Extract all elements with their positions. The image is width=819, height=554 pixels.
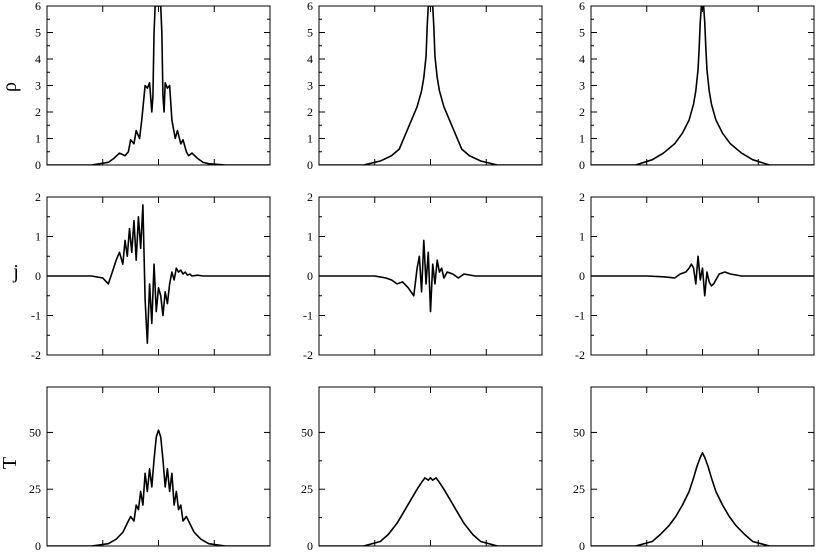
series-line-r1-c0 xyxy=(47,204,270,344)
ytick-label-r1-c2-4: 2 xyxy=(579,190,585,204)
ytick-label-r1-c2-0: -2 xyxy=(575,348,585,362)
series-line-r0-c2 xyxy=(591,6,814,165)
ytick-label-r2-c0-2: 50 xyxy=(29,425,41,439)
row-label-2: T xyxy=(0,457,21,469)
panel-frame-r0-c1 xyxy=(318,5,543,166)
ytick-label-r1-c0-0: -2 xyxy=(31,348,41,362)
series-line-r2-c1 xyxy=(319,477,542,546)
ytick-label-r0-c2-3: 3 xyxy=(579,79,585,93)
panel-frame-r2-c2 xyxy=(590,386,815,547)
series-line-r1-c1 xyxy=(319,239,542,313)
ytick-label-r0-c2-2: 2 xyxy=(579,105,585,119)
ytick-label-r0-c0-2: 2 xyxy=(35,105,41,119)
series-line-r1-c2 xyxy=(591,255,814,297)
ytick-label-r1-c1-4: 2 xyxy=(307,190,313,204)
ytick-label-r0-c0-5: 5 xyxy=(35,26,41,40)
ytick-label-r0-c0-1: 1 xyxy=(35,132,41,146)
ytick-label-r1-c1-2: 0 xyxy=(307,269,313,283)
ytick-label-r1-c0-3: 1 xyxy=(35,230,41,244)
ytick-label-r2-c2-0: 0 xyxy=(579,539,585,553)
ytick-label-r0-c1-1: 1 xyxy=(307,132,313,146)
ytick-label-r1-c0-2: 0 xyxy=(35,269,41,283)
ytick-label-r2-c2-1: 25 xyxy=(573,482,585,496)
ytick-label-r1-c0-4: 2 xyxy=(35,190,41,204)
ytick-label-r2-c1-0: 0 xyxy=(307,539,313,553)
panel-frame-r2-c0 xyxy=(46,386,271,547)
series-line-r2-c2 xyxy=(591,452,814,546)
ytick-label-r1-c1-3: 1 xyxy=(307,230,313,244)
ytick-label-r0-c2-0: 0 xyxy=(579,158,585,172)
ytick-label-r0-c1-6: 6 xyxy=(307,0,313,13)
ytick-label-r0-c1-5: 5 xyxy=(307,26,313,40)
ytick-label-r0-c1-4: 4 xyxy=(307,52,313,66)
ytick-label-r0-c0-4: 4 xyxy=(35,52,41,66)
ytick-label-r2-c2-2: 50 xyxy=(573,425,585,439)
ytick-label-r1-c1-1: -1 xyxy=(303,309,313,323)
ytick-label-r2-c0-1: 25 xyxy=(29,482,41,496)
row-label-0: ρ xyxy=(0,82,21,92)
ytick-label-r0-c2-6: 6 xyxy=(579,0,585,13)
ytick-label-r0-c2-5: 5 xyxy=(579,26,585,40)
panel-frame-r2-c1 xyxy=(318,386,543,547)
ytick-label-r2-c1-2: 50 xyxy=(301,425,313,439)
ytick-label-r1-c1-0: -2 xyxy=(303,348,313,362)
ytick-label-r1-c0-1: -1 xyxy=(31,309,41,323)
panel-frame-r0-c0 xyxy=(46,5,271,166)
ytick-label-r0-c0-0: 0 xyxy=(35,158,41,172)
ytick-label-r0-c1-0: 0 xyxy=(307,158,313,172)
series-line-r0-c0 xyxy=(47,6,270,165)
series-line-r0-c1 xyxy=(319,6,542,165)
panel-frame-r0-c2 xyxy=(590,5,815,166)
ytick-label-r0-c2-4: 4 xyxy=(579,52,585,66)
ytick-label-r0-c2-1: 1 xyxy=(579,132,585,146)
ytick-label-r0-c0-3: 3 xyxy=(35,79,41,93)
ytick-label-r0-c1-2: 2 xyxy=(307,105,313,119)
ytick-label-r1-c2-3: 1 xyxy=(579,230,585,244)
ytick-label-r1-c2-1: -1 xyxy=(575,309,585,323)
row-label-1: j xyxy=(12,261,19,283)
series-line-r2-c0 xyxy=(47,429,270,546)
ytick-label-r2-c1-1: 25 xyxy=(301,482,313,496)
ytick-label-r0-c1-3: 3 xyxy=(307,79,313,93)
ytick-label-r2-c0-0: 0 xyxy=(35,539,41,553)
ytick-label-r0-c0-6: 6 xyxy=(35,0,41,13)
ytick-label-r1-c2-2: 0 xyxy=(579,269,585,283)
